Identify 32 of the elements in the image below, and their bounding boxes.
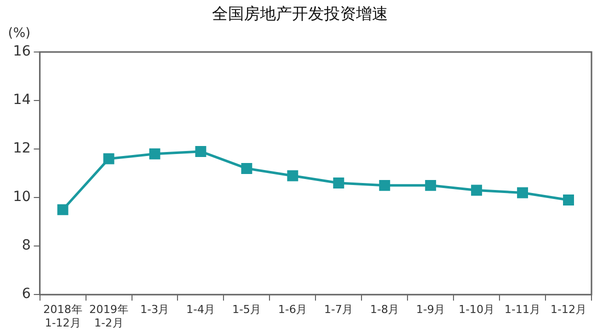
x-tick-label: 1-10月 <box>458 303 495 316</box>
point <box>379 180 390 191</box>
y-tick-label: 14 <box>12 92 31 108</box>
point <box>149 148 160 160</box>
y-axis-title: (%) <box>8 26 30 41</box>
chart-title: 全国房地产开发投资增速 <box>211 4 389 25</box>
x-tick-label: 1-4月 <box>186 303 216 316</box>
point <box>57 204 68 216</box>
point <box>425 180 436 191</box>
point <box>287 170 298 182</box>
x-tick-label: 1-12月 <box>550 303 586 316</box>
point <box>241 162 252 174</box>
y-tick-label: 6 <box>22 286 31 302</box>
y-tick-label: 16 <box>12 44 31 60</box>
point <box>103 153 114 164</box>
y-tick-label: 10 <box>12 189 31 206</box>
x-tick-label: 1-9月 <box>416 303 446 316</box>
point <box>517 187 528 198</box>
point <box>471 184 482 196</box>
x-tick-label: 1-5月 <box>232 303 262 316</box>
x-tick-label: 1-6月 <box>278 303 308 316</box>
point <box>195 146 206 157</box>
x-tick-label: 1-7月 <box>324 303 354 316</box>
x-tick-label: 1-8月 <box>370 303 400 316</box>
x-tick-label: 2019年 1-2月 <box>89 303 128 330</box>
y-tick-label: 12 <box>12 140 31 157</box>
point <box>563 194 574 206</box>
x-tick-label: 1-3月 <box>140 303 170 316</box>
x-tick-label: 2018年 1-12月 <box>43 303 82 330</box>
y-tick-label: 8 <box>22 238 31 254</box>
x-tick-label: 1-11月 <box>504 303 541 316</box>
point <box>333 178 344 188</box>
